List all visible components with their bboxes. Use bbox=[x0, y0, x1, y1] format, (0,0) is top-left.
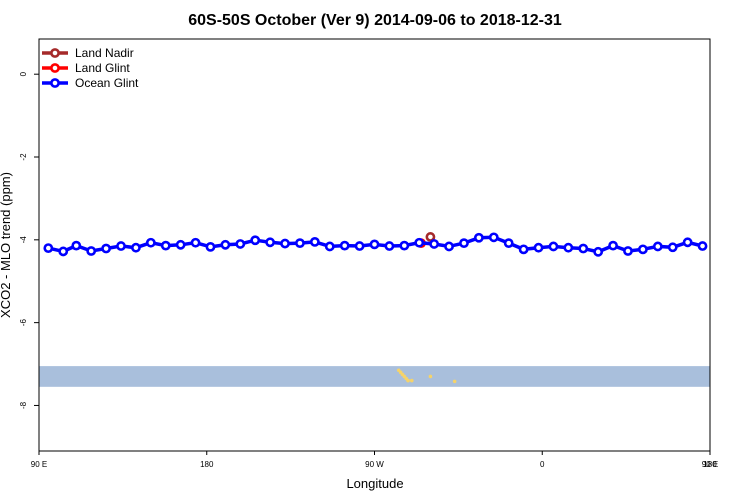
data-point bbox=[548, 241, 559, 252]
data-point bbox=[399, 240, 410, 251]
map-band bbox=[39, 366, 710, 387]
chart-title: 60S-50S October (Ver 9) 2014-09-06 to 20… bbox=[188, 12, 562, 29]
data-point bbox=[384, 241, 395, 251]
data-point bbox=[58, 246, 69, 257]
data-point bbox=[339, 240, 350, 251]
series-land-nadir bbox=[425, 232, 436, 242]
data-point bbox=[101, 243, 111, 254]
series-layer bbox=[43, 232, 708, 257]
data-point bbox=[623, 246, 633, 256]
x-tick-label: 90 W bbox=[365, 460, 384, 469]
data-point bbox=[235, 239, 246, 249]
legend-item: Land Glint bbox=[42, 61, 130, 75]
data-point bbox=[444, 241, 454, 252]
data-point bbox=[324, 241, 335, 252]
data-point bbox=[425, 232, 436, 242]
data-point bbox=[205, 241, 216, 252]
map-land-patch bbox=[406, 378, 410, 383]
legend-label: Ocean Glint bbox=[75, 76, 139, 90]
legend-label: Land Glint bbox=[75, 61, 130, 75]
y-tick-label: -4 bbox=[19, 236, 28, 244]
x-tick-label: 0 bbox=[540, 460, 545, 469]
map-land-patch bbox=[452, 379, 457, 384]
data-point bbox=[190, 237, 201, 248]
data-point bbox=[667, 242, 678, 253]
data-point bbox=[429, 239, 440, 249]
legend-item: Land Nadir bbox=[42, 46, 134, 60]
y-axis: 0 -2 -4 -6 -8 bbox=[19, 71, 39, 409]
legend-swatch-marker bbox=[50, 63, 60, 73]
data-point bbox=[473, 232, 484, 243]
map-land-patch bbox=[409, 378, 414, 383]
data-point bbox=[43, 243, 54, 254]
data-point bbox=[131, 242, 141, 253]
data-point bbox=[608, 240, 618, 251]
data-point bbox=[459, 238, 469, 249]
legend-item: Ocean Glint bbox=[42, 76, 139, 90]
data-point bbox=[578, 243, 589, 254]
data-point bbox=[697, 241, 708, 251]
data-point bbox=[682, 237, 693, 248]
data-point bbox=[175, 239, 186, 250]
map-land-patch bbox=[428, 374, 433, 379]
y-tick-label: -6 bbox=[19, 319, 28, 327]
data-point bbox=[488, 232, 499, 243]
data-point bbox=[145, 237, 156, 248]
y-tick-label: -2 bbox=[19, 153, 28, 161]
map-land-patch bbox=[396, 368, 401, 373]
data-point bbox=[533, 242, 544, 253]
data-point bbox=[71, 240, 82, 251]
series-ocean-glint bbox=[43, 232, 708, 257]
data-point bbox=[295, 238, 305, 249]
x-axis-label: Longitude bbox=[346, 476, 403, 491]
data-point bbox=[414, 237, 425, 248]
data-point bbox=[593, 246, 604, 257]
x-tick-label: 180 bbox=[200, 460, 214, 469]
data-point bbox=[309, 236, 320, 247]
data-point bbox=[518, 244, 529, 255]
data-point bbox=[160, 240, 171, 251]
x-tick-label: 90 E bbox=[702, 460, 718, 469]
data-point bbox=[250, 235, 261, 246]
data-point bbox=[563, 242, 574, 253]
data-point bbox=[220, 239, 231, 250]
data-point bbox=[280, 238, 290, 249]
legend-label: Land Nadir bbox=[75, 46, 134, 60]
data-point bbox=[638, 244, 648, 255]
map-ocean-band bbox=[39, 366, 710, 387]
data-point bbox=[265, 237, 276, 248]
data-point bbox=[652, 241, 663, 252]
data-point bbox=[369, 239, 380, 250]
y-tick-label: -8 bbox=[19, 401, 28, 409]
y-tick-label: 0 bbox=[19, 71, 28, 76]
data-point bbox=[503, 238, 514, 249]
data-point bbox=[354, 241, 365, 251]
y-axis-label: XCO2 - MLO trend (ppm) bbox=[0, 172, 13, 318]
x-tick-label-end: 180 bbox=[703, 460, 717, 469]
legend-swatch-marker bbox=[50, 48, 60, 58]
legend-swatch-marker bbox=[50, 78, 60, 88]
data-point bbox=[116, 241, 126, 251]
data-point bbox=[86, 246, 97, 256]
x-tick-label: 90 E bbox=[31, 460, 47, 469]
